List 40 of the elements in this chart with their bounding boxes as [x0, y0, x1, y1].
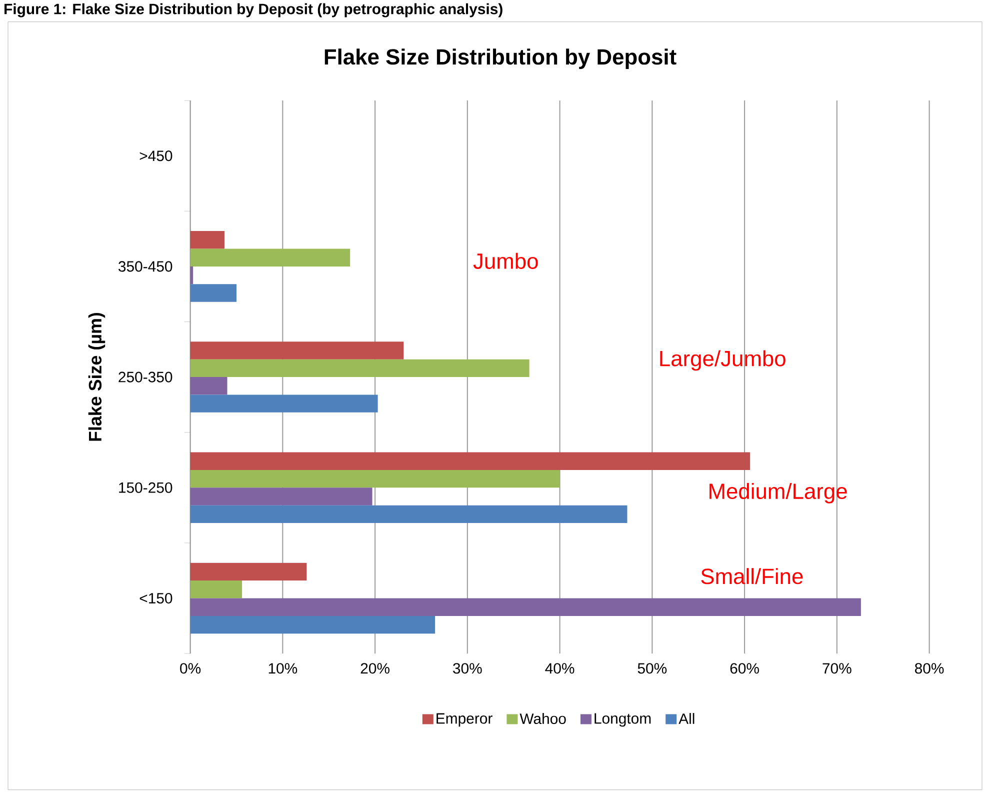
x-tick-label: 40%	[545, 663, 574, 674]
bar	[190, 598, 861, 616]
bar	[190, 616, 436, 634]
y-tick-label: 350-450	[118, 261, 172, 272]
x-tick-label: 10%	[268, 663, 298, 674]
bar	[190, 377, 228, 395]
bar	[190, 342, 404, 360]
annotation: Large/Jumbo	[660, 350, 786, 371]
legend-label: Longtom	[594, 713, 651, 727]
annotation: Small/Fine	[701, 568, 803, 584]
bar	[190, 231, 224, 249]
caption: Figure 1: Flake Size Distribution by Deposit (by petrographic analysis)	[4, 3, 502, 18]
y-tick-label: >450	[140, 150, 172, 162]
y-axis-title: Flake Size (µm)	[88, 313, 106, 441]
bar	[190, 284, 236, 302]
bar	[190, 394, 378, 413]
y-tick-label: 250-350	[118, 372, 172, 382]
bar	[190, 488, 372, 506]
x-tick-label: 80%	[915, 663, 944, 674]
x-tick-label: 50%	[638, 663, 667, 674]
bar	[190, 505, 628, 524]
x-tick-label: 30%	[453, 663, 482, 674]
chart-title: Flake Size Distribution by Deposit	[324, 48, 676, 70]
bar	[190, 562, 307, 581]
x-tick-label: 60%	[730, 663, 759, 674]
bar	[190, 470, 560, 488]
bar	[190, 359, 530, 378]
annotation: Medium/Large	[710, 483, 847, 504]
annotation: Jumbo	[473, 252, 538, 270]
bar	[190, 452, 750, 470]
bar	[190, 248, 350, 267]
x-tick-label: 70%	[822, 663, 852, 674]
legend-label: Wahoo	[520, 713, 566, 724]
legend-label: All	[678, 713, 694, 724]
x-tick-label: 0%	[180, 663, 201, 674]
y-tick-label: 150-250	[119, 482, 172, 494]
legend-label: Emperor	[436, 713, 492, 727]
x-tick-label: 20%	[360, 663, 390, 674]
bar	[190, 580, 242, 598]
y-tick-label: <150	[140, 593, 172, 604]
